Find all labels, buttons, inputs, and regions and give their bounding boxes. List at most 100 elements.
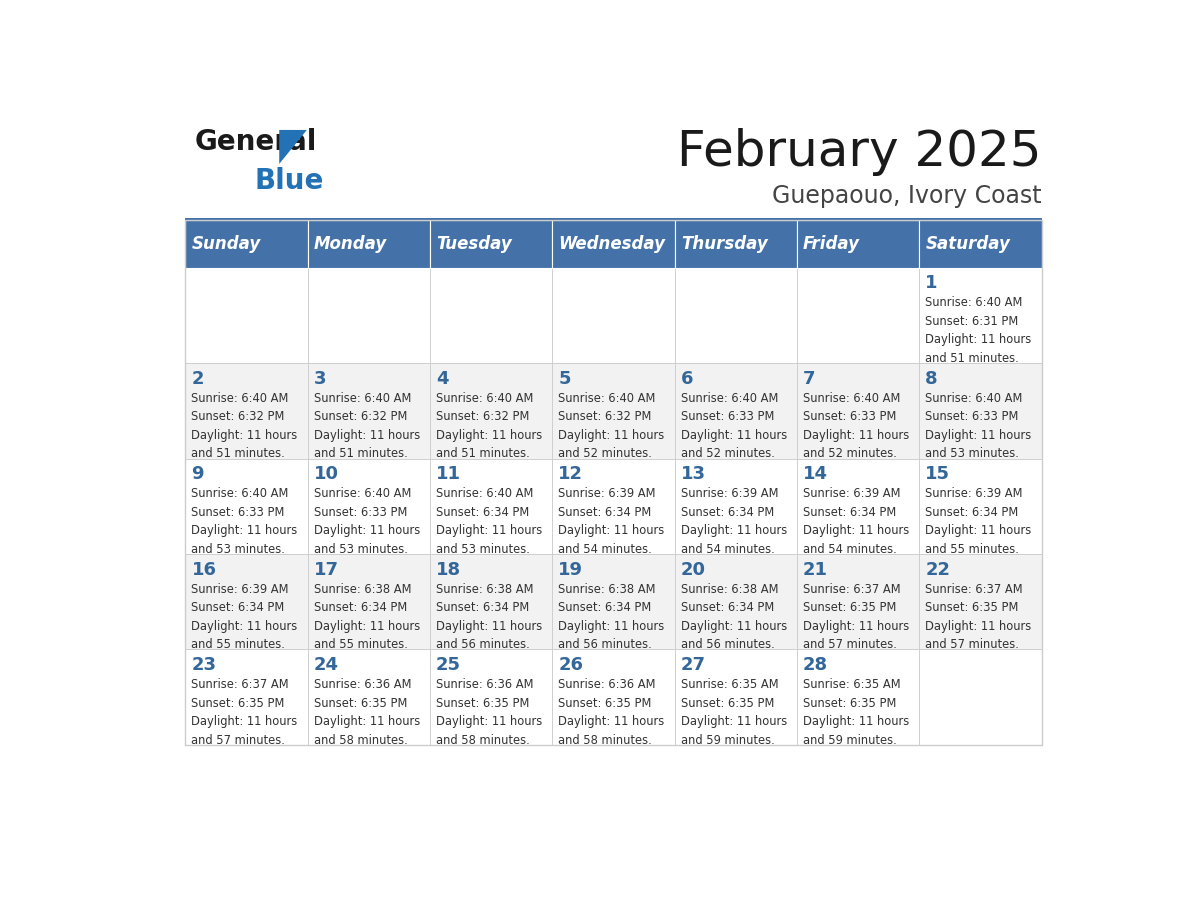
Text: Monday: Monday [314,235,387,252]
Text: Blue: Blue [254,167,324,195]
Text: Sunrise: 6:38 AM
Sunset: 6:34 PM
Daylight: 11 hours
and 55 minutes.: Sunrise: 6:38 AM Sunset: 6:34 PM Dayligh… [314,583,421,651]
Text: 12: 12 [558,465,583,483]
Text: 16: 16 [191,561,216,578]
Text: Sunrise: 6:40 AM
Sunset: 6:32 PM
Daylight: 11 hours
and 51 minutes.: Sunrise: 6:40 AM Sunset: 6:32 PM Dayligh… [436,392,543,460]
Text: Tuesday: Tuesday [436,235,512,252]
FancyBboxPatch shape [920,650,1042,744]
Text: Sunrise: 6:39 AM
Sunset: 6:34 PM
Daylight: 11 hours
and 54 minutes.: Sunrise: 6:39 AM Sunset: 6:34 PM Dayligh… [681,487,786,555]
Text: 23: 23 [191,656,216,674]
Text: Sunrise: 6:40 AM
Sunset: 6:33 PM
Daylight: 11 hours
and 53 minutes.: Sunrise: 6:40 AM Sunset: 6:33 PM Dayligh… [925,392,1031,460]
Text: Sunrise: 6:40 AM
Sunset: 6:32 PM
Daylight: 11 hours
and 51 minutes.: Sunrise: 6:40 AM Sunset: 6:32 PM Dayligh… [314,392,421,460]
FancyBboxPatch shape [185,650,308,744]
FancyBboxPatch shape [675,459,797,554]
Text: Wednesday: Wednesday [558,235,665,252]
FancyBboxPatch shape [920,459,1042,554]
FancyBboxPatch shape [797,268,920,364]
FancyBboxPatch shape [675,364,797,459]
Text: 17: 17 [314,561,339,578]
Text: Sunrise: 6:36 AM
Sunset: 6:35 PM
Daylight: 11 hours
and 58 minutes.: Sunrise: 6:36 AM Sunset: 6:35 PM Dayligh… [558,678,664,746]
FancyBboxPatch shape [920,364,1042,459]
Text: Sunrise: 6:40 AM
Sunset: 6:33 PM
Daylight: 11 hours
and 53 minutes.: Sunrise: 6:40 AM Sunset: 6:33 PM Dayligh… [191,487,298,555]
Text: Friday: Friday [803,235,860,252]
FancyBboxPatch shape [675,554,797,650]
Text: 19: 19 [558,561,583,578]
Text: Sunrise: 6:40 AM
Sunset: 6:32 PM
Daylight: 11 hours
and 51 minutes.: Sunrise: 6:40 AM Sunset: 6:32 PM Dayligh… [191,392,298,460]
FancyBboxPatch shape [552,364,675,459]
FancyBboxPatch shape [430,219,552,268]
FancyBboxPatch shape [552,219,675,268]
FancyBboxPatch shape [797,219,920,268]
FancyBboxPatch shape [430,650,552,744]
Text: Sunrise: 6:40 AM
Sunset: 6:34 PM
Daylight: 11 hours
and 53 minutes.: Sunrise: 6:40 AM Sunset: 6:34 PM Dayligh… [436,487,543,555]
Text: 24: 24 [314,656,339,674]
Text: 28: 28 [803,656,828,674]
Text: 13: 13 [681,465,706,483]
Text: 25: 25 [436,656,461,674]
Text: 7: 7 [803,370,815,388]
Text: Sunrise: 6:39 AM
Sunset: 6:34 PM
Daylight: 11 hours
and 55 minutes.: Sunrise: 6:39 AM Sunset: 6:34 PM Dayligh… [925,487,1031,555]
Text: Sunrise: 6:40 AM
Sunset: 6:33 PM
Daylight: 11 hours
and 52 minutes.: Sunrise: 6:40 AM Sunset: 6:33 PM Dayligh… [681,392,786,460]
Text: General: General [195,128,317,156]
Text: 26: 26 [558,656,583,674]
Text: February 2025: February 2025 [677,128,1042,176]
FancyBboxPatch shape [552,650,675,744]
FancyBboxPatch shape [185,218,1042,221]
FancyBboxPatch shape [185,219,308,268]
FancyBboxPatch shape [920,219,1042,268]
Text: 3: 3 [314,370,327,388]
FancyBboxPatch shape [920,554,1042,650]
Text: Sunrise: 6:35 AM
Sunset: 6:35 PM
Daylight: 11 hours
and 59 minutes.: Sunrise: 6:35 AM Sunset: 6:35 PM Dayligh… [681,678,786,746]
Text: 27: 27 [681,656,706,674]
Text: 1: 1 [925,274,937,293]
Text: Sunrise: 6:37 AM
Sunset: 6:35 PM
Daylight: 11 hours
and 57 minutes.: Sunrise: 6:37 AM Sunset: 6:35 PM Dayligh… [925,583,1031,651]
Text: Sunrise: 6:38 AM
Sunset: 6:34 PM
Daylight: 11 hours
and 56 minutes.: Sunrise: 6:38 AM Sunset: 6:34 PM Dayligh… [558,583,664,651]
Text: Sunrise: 6:39 AM
Sunset: 6:34 PM
Daylight: 11 hours
and 54 minutes.: Sunrise: 6:39 AM Sunset: 6:34 PM Dayligh… [803,487,909,555]
FancyBboxPatch shape [797,364,920,459]
Text: 5: 5 [558,370,571,388]
FancyBboxPatch shape [185,364,308,459]
Text: 6: 6 [681,370,694,388]
Text: 21: 21 [803,561,828,578]
FancyBboxPatch shape [308,554,430,650]
Text: 15: 15 [925,465,950,483]
Text: Guepaouo, Ivory Coast: Guepaouo, Ivory Coast [772,185,1042,208]
Text: Sunrise: 6:38 AM
Sunset: 6:34 PM
Daylight: 11 hours
and 56 minutes.: Sunrise: 6:38 AM Sunset: 6:34 PM Dayligh… [436,583,543,651]
FancyBboxPatch shape [797,459,920,554]
FancyBboxPatch shape [430,364,552,459]
Text: 4: 4 [436,370,449,388]
FancyBboxPatch shape [308,219,430,268]
Text: 22: 22 [925,561,950,578]
FancyBboxPatch shape [430,268,552,364]
FancyBboxPatch shape [430,554,552,650]
Text: Sunrise: 6:40 AM
Sunset: 6:32 PM
Daylight: 11 hours
and 52 minutes.: Sunrise: 6:40 AM Sunset: 6:32 PM Dayligh… [558,392,664,460]
Text: 2: 2 [191,370,204,388]
Text: Sunrise: 6:39 AM
Sunset: 6:34 PM
Daylight: 11 hours
and 54 minutes.: Sunrise: 6:39 AM Sunset: 6:34 PM Dayligh… [558,487,664,555]
FancyBboxPatch shape [185,459,308,554]
Text: 10: 10 [314,465,339,483]
FancyBboxPatch shape [552,554,675,650]
FancyBboxPatch shape [552,459,675,554]
FancyBboxPatch shape [308,268,430,364]
Text: 20: 20 [681,561,706,578]
Text: Sunrise: 6:35 AM
Sunset: 6:35 PM
Daylight: 11 hours
and 59 minutes.: Sunrise: 6:35 AM Sunset: 6:35 PM Dayligh… [803,678,909,746]
FancyBboxPatch shape [185,268,308,364]
Text: Sunrise: 6:39 AM
Sunset: 6:34 PM
Daylight: 11 hours
and 55 minutes.: Sunrise: 6:39 AM Sunset: 6:34 PM Dayligh… [191,583,298,651]
FancyBboxPatch shape [675,219,797,268]
Text: Sunrise: 6:36 AM
Sunset: 6:35 PM
Daylight: 11 hours
and 58 minutes.: Sunrise: 6:36 AM Sunset: 6:35 PM Dayligh… [436,678,543,746]
FancyBboxPatch shape [185,554,308,650]
FancyBboxPatch shape [797,554,920,650]
FancyBboxPatch shape [552,268,675,364]
Text: 8: 8 [925,370,939,388]
Text: Sunrise: 6:37 AM
Sunset: 6:35 PM
Daylight: 11 hours
and 57 minutes.: Sunrise: 6:37 AM Sunset: 6:35 PM Dayligh… [191,678,298,746]
Text: Sunrise: 6:40 AM
Sunset: 6:33 PM
Daylight: 11 hours
and 53 minutes.: Sunrise: 6:40 AM Sunset: 6:33 PM Dayligh… [314,487,421,555]
Text: 14: 14 [803,465,828,483]
Text: 11: 11 [436,465,461,483]
FancyBboxPatch shape [675,650,797,744]
FancyBboxPatch shape [308,650,430,744]
FancyBboxPatch shape [797,650,920,744]
Text: Sunday: Sunday [191,235,260,252]
FancyBboxPatch shape [308,364,430,459]
Text: Sunrise: 6:40 AM
Sunset: 6:33 PM
Daylight: 11 hours
and 52 minutes.: Sunrise: 6:40 AM Sunset: 6:33 PM Dayligh… [803,392,909,460]
Text: 9: 9 [191,465,204,483]
FancyBboxPatch shape [308,459,430,554]
